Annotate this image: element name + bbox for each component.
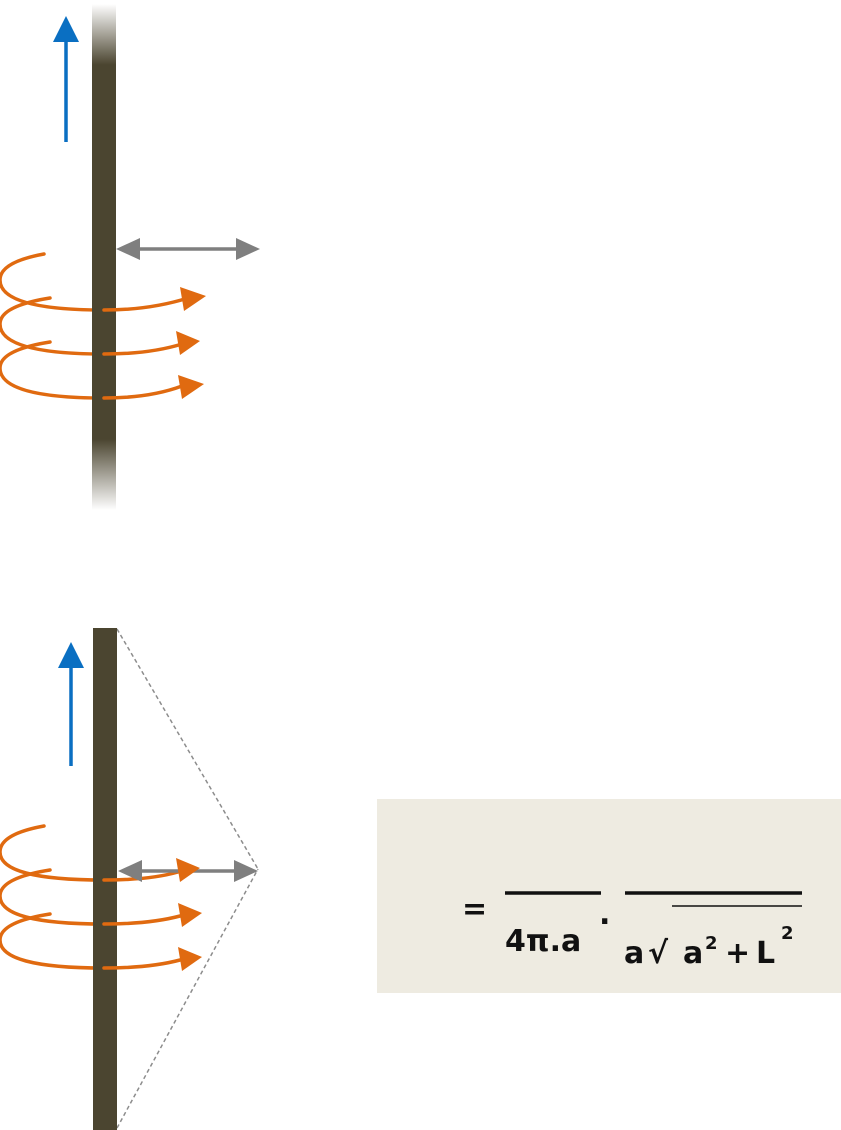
field-arrowhead-icon (178, 375, 204, 399)
field-arrowhead-icon (178, 903, 202, 927)
field-loop-front (102, 296, 190, 312)
square-root-symbol: √ (648, 936, 669, 971)
left-denominator: 4π.a (505, 924, 581, 959)
field-loops-front (102, 296, 190, 400)
left-arrowhead-icon (118, 860, 142, 882)
formula-box: = 4π.a . a √ a 2 + L 2 (377, 799, 841, 993)
root-base-a: a (683, 936, 703, 971)
formula-background (377, 799, 841, 993)
up-arrow-icon (58, 642, 84, 668)
field-loop-back (0, 912, 106, 970)
lower-projection-line (116, 868, 259, 1129)
field-direction-arrowheads (176, 858, 202, 971)
distance-arrow (116, 238, 260, 260)
field-loops-back (0, 252, 106, 400)
up-arrow-icon (53, 16, 79, 42)
finite-wire-figure (0, 628, 259, 1130)
right-denominator-prefix: a (624, 936, 644, 971)
field-loop-front (102, 958, 182, 970)
field-direction-arrowheads (176, 287, 206, 399)
field-loop-back (0, 824, 106, 882)
field-arrowhead-icon (176, 331, 200, 355)
field-arrowhead-icon (178, 947, 202, 971)
projection-lines (116, 628, 259, 1129)
left-arrowhead-icon (116, 238, 140, 260)
field-arrowhead-icon (180, 287, 206, 311)
infinite-wire-figure (0, 4, 260, 510)
field-loop-front (102, 342, 184, 356)
right-arrowhead-icon (236, 238, 260, 260)
field-loop-back (0, 296, 106, 356)
field-loop-back (0, 868, 106, 926)
infinite-wire (92, 4, 116, 510)
field-loop-front (102, 384, 184, 400)
field-arrowhead-icon (176, 858, 200, 882)
root-base-L: L (756, 936, 775, 971)
field-loops-back (0, 824, 106, 970)
equals-sign: = (462, 892, 487, 927)
field-loop-back (0, 340, 106, 400)
multiply-dot: . (599, 897, 610, 932)
field-loop-front (102, 914, 182, 926)
field-loops-front (102, 870, 182, 970)
right-arrowhead-icon (234, 860, 258, 882)
root-plus-sign: + (725, 936, 750, 971)
upper-projection-line (116, 628, 259, 870)
root-exponent-a: 2 (705, 933, 718, 954)
field-loop-front (102, 870, 180, 882)
current-direction-arrow (53, 16, 79, 142)
current-direction-arrow (58, 642, 84, 766)
root-exponent-L: 2 (781, 923, 794, 944)
field-loop-back (0, 252, 106, 312)
